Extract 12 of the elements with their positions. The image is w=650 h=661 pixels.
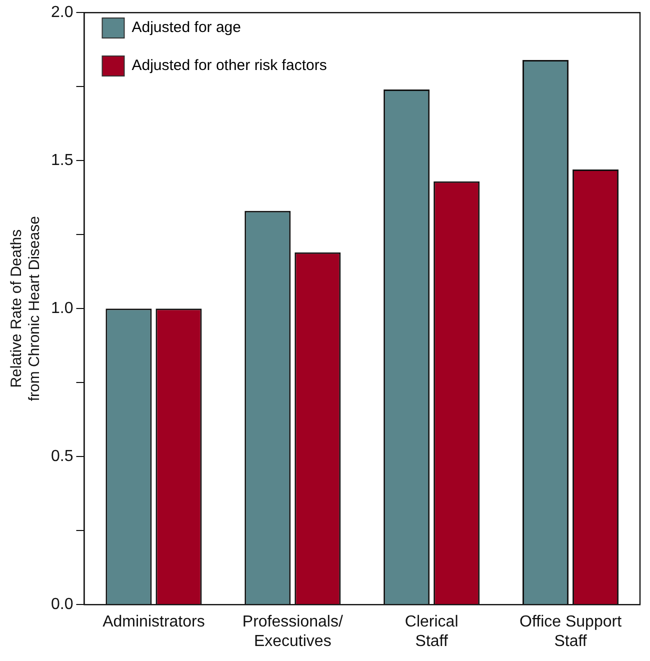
legend-label: Adjusted for age — [132, 19, 241, 36]
y-axis-title: Relative Rate of Deaths from Chronic Heart Disease — [8, 216, 44, 402]
x-tick-label: Professionals/ Executives — [242, 614, 344, 650]
x-tick-label: Office Support Staff — [520, 614, 622, 650]
legend-label: Adjusted for other risk factors — [132, 57, 327, 74]
x-tick-label: Administrators — [102, 614, 205, 631]
y-tick-label: 0.0 — [50, 596, 74, 614]
x-tick-label: Clerical Staff — [404, 614, 458, 650]
y-tick-label: 0.5 — [50, 448, 74, 466]
y-tick-label: 2.0 — [50, 4, 74, 22]
y-tick-label: 1.5 — [50, 152, 74, 170]
y-tick-label: 1.0 — [50, 300, 74, 318]
